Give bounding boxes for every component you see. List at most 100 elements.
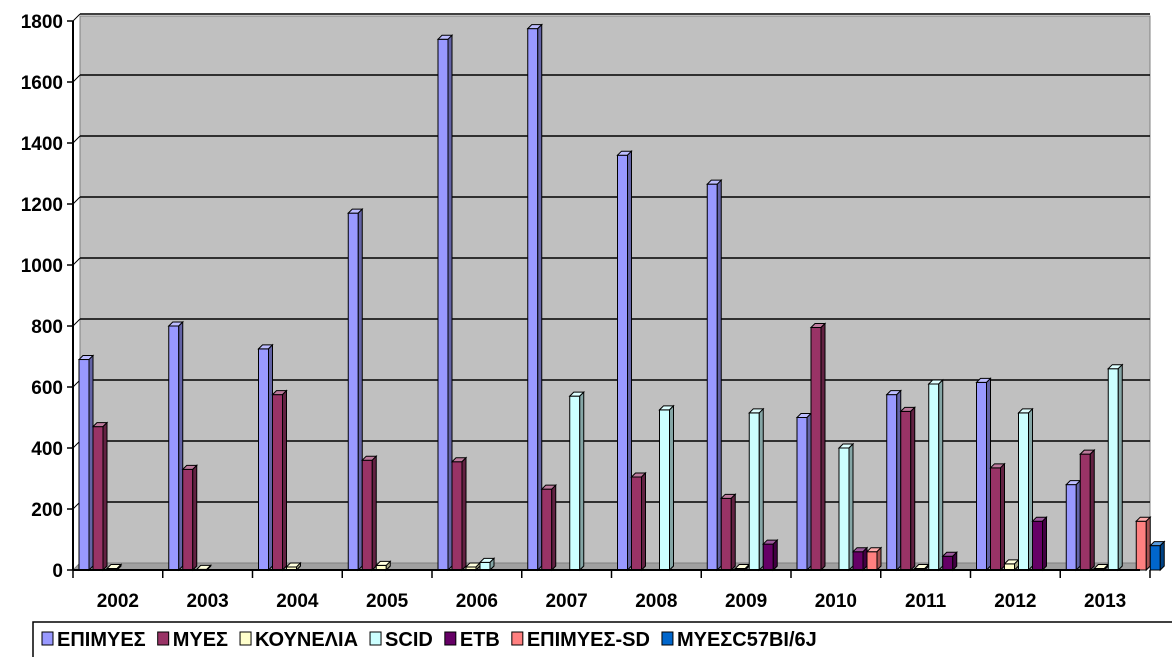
bar-front [900,410,912,571]
bar-side [641,471,646,572]
bar-side [730,493,736,572]
bar-front [748,412,760,571]
bar-side [385,560,391,572]
bar-side [1117,363,1123,572]
x-tick-label: 2002 [97,591,139,612]
bar-side [820,322,826,572]
bar-front [541,488,553,571]
y-tick-label: 1800 [21,12,63,33]
gridline-diag [72,13,81,22]
bar-front [886,394,898,571]
x-tick-label: 2012 [994,591,1036,612]
bar [795,412,813,572]
bar [526,23,543,572]
gridline-diag [72,74,81,83]
bar-side [1028,407,1033,572]
x-tick-label: 2009 [725,591,767,612]
bar-side [938,378,944,572]
bar [762,538,779,572]
bar-side [772,538,778,572]
gridline-diag [72,257,81,266]
bar [1065,479,1082,572]
y-tick-label: 1200 [21,195,63,216]
bar-side [357,207,363,572]
legend-label: ETB [460,629,500,651]
bar-front [361,459,373,571]
legend-label: ΕΠΙΜΥΕΣ-SD [527,629,650,651]
x-tick-label: 2006 [456,591,498,612]
bar-front [762,543,774,571]
bar-side [986,377,991,572]
bar-side [952,551,958,572]
bar-front [437,38,449,571]
legend-entry: ΜΥΕΣ [157,629,228,651]
bar-side [1075,479,1081,572]
legend: ΕΠΙΜΥΕΣ ΜΥΕΣ ΚΟΥΝΕΛΙΑ SCID ETB ΕΠΙΜΥΕΣ-SD ΜΥΕΣ… [32,621,1172,659]
y-tick-label: 400 [31,439,63,460]
bar [450,456,468,572]
bar-side [716,178,722,572]
legend-swatch [41,631,54,646]
bar [706,178,723,572]
legend-swatch [157,631,170,646]
bar-front [631,476,642,571]
x-tick-label: 2011 [905,591,947,612]
bar-side [1159,540,1165,572]
y-tick-label: 200 [31,500,63,521]
bar-side [296,561,301,572]
bar [167,320,184,572]
bar [975,377,992,572]
legend-swatch [239,631,252,646]
bar [436,34,454,572]
bar-front [810,327,822,571]
bar-side [862,546,868,572]
bar-front [347,212,359,571]
bar-front [866,551,878,571]
bar [375,560,392,572]
bar [1079,448,1096,572]
x-tick-label: 2010 [815,591,857,612]
bar [941,551,958,572]
bar-front [838,447,850,571]
legend-entry: ΜΥΕΣC57BI/6J [661,629,817,651]
bar [478,557,496,572]
bar-side [178,320,184,572]
bar [616,149,633,572]
bar-side [1145,515,1151,572]
bar-front [852,551,864,571]
legend-label: ΜΥΕΣ [173,629,228,651]
bar-front [990,467,1001,571]
legend-entry: ΚΟΥΝΕΛΙΑ [239,629,358,651]
bar-front [569,395,581,571]
bar [851,546,869,572]
y-tick-label: 800 [31,317,63,338]
bar-side [551,483,557,572]
bar-side [579,390,585,572]
bar-front [258,348,269,571]
bar-front [928,383,940,571]
bar [837,442,855,572]
bar [899,406,916,572]
bar [77,354,95,572]
axes: 0 200 400 600 800 1000 1200 1400 1600 1800 2002 200… [21,12,1151,612]
bar [347,207,364,572]
x-tick-label: 2007 [545,591,587,612]
y-tick-label: 0 [52,561,63,582]
x-tick-label: 2008 [635,591,677,612]
bar [885,389,902,572]
y-tick-label: 1600 [21,73,63,94]
x-tick-label: 2005 [366,591,409,612]
gridline-diag [72,196,81,205]
bar-side [806,412,812,572]
bar [720,493,737,572]
bar-side [88,354,94,572]
bar-side [461,456,467,572]
bar [1149,540,1166,572]
bar [540,483,557,572]
bar-front [796,417,808,571]
legend-label: SCID [385,629,433,651]
bar [181,464,198,572]
bar-front [527,28,539,571]
